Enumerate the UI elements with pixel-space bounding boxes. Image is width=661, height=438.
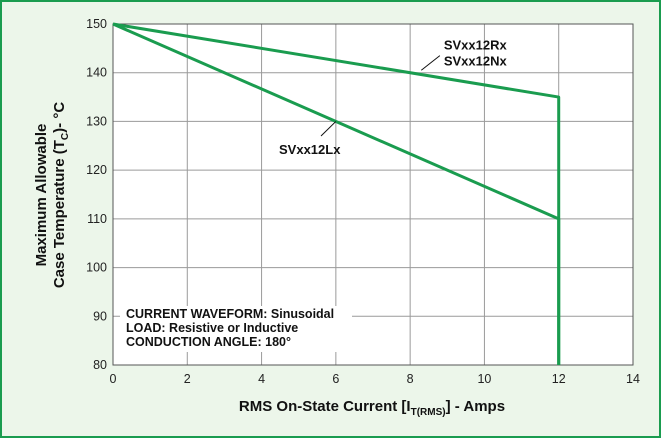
annotation-label-rx: SVxx12Rx	[444, 38, 508, 53]
y-tick-label: 130	[86, 114, 107, 128]
series-layer	[112, 22, 561, 365]
leader-line-lx	[320, 121, 337, 137]
x-tick-label: 2	[184, 372, 191, 386]
notes-background	[120, 306, 352, 352]
series-line-2	[112, 22, 561, 365]
y-tick-label: 150	[86, 17, 107, 31]
leader-line-rx	[420, 55, 441, 71]
y-axis-title: Maximum Allowable Case Temperature (TC)-…	[33, 102, 71, 289]
annotation-label-rx: SVxx12Nx	[444, 54, 508, 69]
y-tick-label: 120	[86, 163, 107, 177]
x-tick-label: 10	[477, 372, 491, 386]
y-tick-label: 110	[87, 212, 107, 226]
note-waveform: CURRENT WAVEFORM: Sinusoidal	[126, 307, 334, 321]
x-tick-label: 14	[626, 372, 640, 386]
note-load: LOAD: Resistive or Inductive	[126, 321, 298, 335]
y-tick-label: 140	[86, 66, 107, 80]
y-tick-label: 90	[93, 309, 107, 323]
x-tick-label: 8	[407, 372, 414, 386]
note-conduction: CONDUCTION ANGLE: 180°	[126, 335, 291, 349]
plot-border	[112, 23, 634, 366]
x-axis-title: RMS On-State Current [IT(RMS)] - Amps	[239, 398, 505, 418]
y-axis-title-line2: Case Temperature (TC)- °C	[51, 102, 71, 289]
x-tick-label: 12	[552, 372, 566, 386]
tick-labels: 0 2 4 6 8 10 12 14 80 90 100 110 120 130 140 150	[86, 17, 640, 386]
y-tick-label: 80	[93, 358, 107, 372]
notes: CURRENT WAVEFORM: Sinusoidal LOAD: Resis…	[126, 307, 334, 349]
annotation-label-lx: SVxx12Lx	[279, 142, 341, 157]
x-tick-label: 6	[332, 372, 339, 386]
x-tick-label: 4	[258, 372, 265, 386]
y-tick-label: 100	[86, 261, 107, 275]
x-tick-label: 0	[110, 372, 117, 386]
y-axis-title-line1: Maximum Allowable	[33, 124, 50, 267]
